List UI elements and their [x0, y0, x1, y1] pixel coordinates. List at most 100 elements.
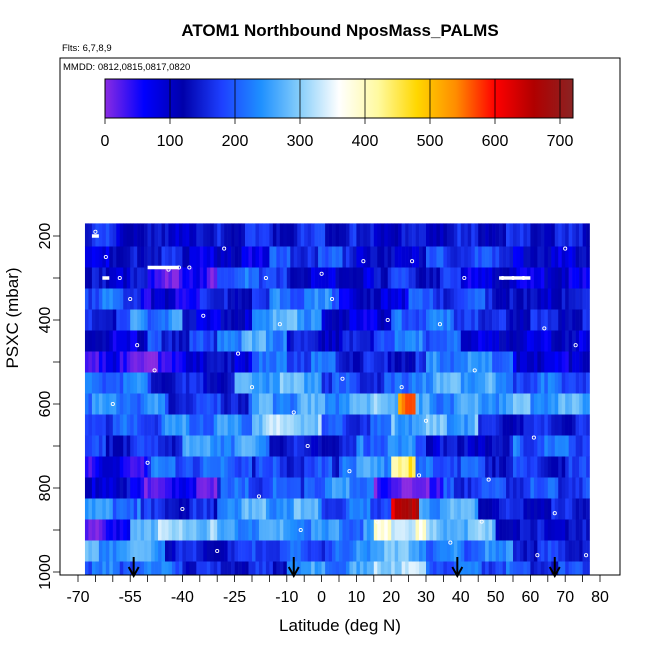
heatmap-cell: [575, 519, 580, 541]
heatmap-cell: [234, 414, 239, 436]
heatmap-cell: [481, 288, 486, 310]
heatmap-cell: [88, 330, 93, 352]
heatmap-cell: [171, 456, 176, 478]
heatmap-cell: [133, 223, 138, 247]
heatmap-cell: [130, 561, 134, 575]
heatmap-cell: [345, 372, 350, 394]
heatmap-cell: [575, 351, 580, 373]
heatmap-cell: [547, 246, 552, 268]
heatmap-cell: [133, 561, 138, 575]
heatmap-cell: [332, 435, 336, 457]
heatmap-cell: [171, 435, 176, 457]
heatmap-cell: [544, 456, 549, 478]
heatmap-cell: [513, 498, 517, 520]
heatmap-cell: [499, 351, 503, 373]
heatmap-cell: [161, 267, 166, 289]
heatmap-cell: [457, 330, 462, 352]
heatmap-cell: [245, 561, 249, 575]
heatmap-cell: [227, 267, 232, 289]
heatmap-cell: [419, 477, 423, 499]
heatmap-cell: [384, 330, 389, 352]
heatmap-cell: [443, 309, 448, 331]
heatmap-cell: [314, 435, 319, 457]
heatmap-cell: [220, 309, 225, 331]
heatmap-cell: [540, 498, 545, 520]
heatmap-cell: [356, 519, 361, 541]
heatmap-cell: [446, 498, 451, 520]
heatmap-cell: [234, 435, 239, 457]
heatmap-cell: [206, 351, 211, 373]
heatmap-cell: [217, 223, 221, 247]
heatmap-cell: [398, 498, 402, 520]
heatmap-cell: [377, 288, 382, 310]
heatmap-cell: [436, 435, 441, 457]
heatmap-cell: [366, 435, 371, 457]
heatmap-cell: [464, 435, 469, 457]
heatmap-cell: [234, 393, 239, 415]
heatmap-cell: [464, 309, 469, 331]
heatmap-cell: [168, 309, 173, 331]
heatmap-cell: [474, 351, 479, 373]
heatmap-cell: [342, 288, 347, 310]
heatmap-cell: [370, 330, 375, 352]
heatmap-cell: [272, 540, 277, 562]
heatmap-cell: [408, 351, 413, 373]
heatmap-cell: [126, 393, 131, 415]
heatmap-cell: [380, 288, 385, 310]
heatmap-cell: [105, 288, 110, 310]
heatmap-cell: [537, 330, 542, 352]
heatmap-cell: [432, 246, 437, 268]
heatmap-cell: [415, 519, 420, 541]
heatmap-cell: [307, 393, 312, 415]
heatmap-cell: [158, 267, 162, 289]
heatmap-cell: [502, 372, 507, 394]
heatmap-cell: [586, 498, 590, 520]
heatmap-cell: [575, 456, 580, 478]
heatmap-cell: [572, 540, 576, 562]
heatmap-cell: [123, 372, 128, 394]
heatmap-cell: [429, 372, 434, 394]
heatmap-cell: [151, 288, 155, 310]
y-tick-label: 1000: [37, 554, 54, 590]
heatmap-cell: [185, 246, 190, 268]
heatmap-cell: [182, 288, 187, 310]
heatmap-cell: [161, 288, 166, 310]
heatmap-cell: [178, 351, 183, 373]
heatmap-cell: [513, 477, 517, 499]
heatmap-cell: [554, 498, 559, 520]
heatmap-cell: [457, 351, 462, 373]
heatmap-cell: [220, 435, 225, 457]
heatmap-cell: [419, 456, 423, 478]
heatmap-cell: [373, 288, 378, 310]
y-tick-label: 200: [37, 223, 54, 250]
heatmap-cell: [95, 372, 100, 394]
heatmap-cell: [297, 498, 302, 520]
heatmap-cell: [199, 330, 204, 352]
heatmap-cell: [307, 414, 312, 436]
heatmap-cell: [380, 414, 385, 436]
heatmap-cell: [349, 561, 354, 575]
flight-marker: [347, 469, 352, 474]
heatmap-cell: [258, 393, 263, 415]
heatmap-cell: [158, 435, 162, 457]
heatmap-cell: [492, 414, 496, 436]
heatmap-cell: [332, 309, 336, 331]
heatmap-cell: [151, 372, 155, 394]
heatmap-cell: [318, 540, 322, 562]
heatmap-cell: [182, 223, 187, 247]
heatmap-cell: [137, 519, 141, 541]
heatmap-cell: [238, 351, 242, 373]
heatmap-cell: [384, 435, 389, 457]
heatmap-cell: [450, 477, 455, 499]
heatmap-cell: [572, 288, 576, 310]
heatmap-cell: [144, 561, 148, 575]
heatmap-cell: [349, 267, 354, 289]
heatmap-cell: [460, 435, 465, 457]
heatmap-cell: [234, 223, 239, 247]
heatmap-cell: [523, 456, 528, 478]
heatmap-cell: [460, 456, 465, 478]
heatmap-cell: [279, 393, 284, 415]
heatmap-cell: [144, 309, 148, 331]
heatmap-cell: [474, 456, 479, 478]
